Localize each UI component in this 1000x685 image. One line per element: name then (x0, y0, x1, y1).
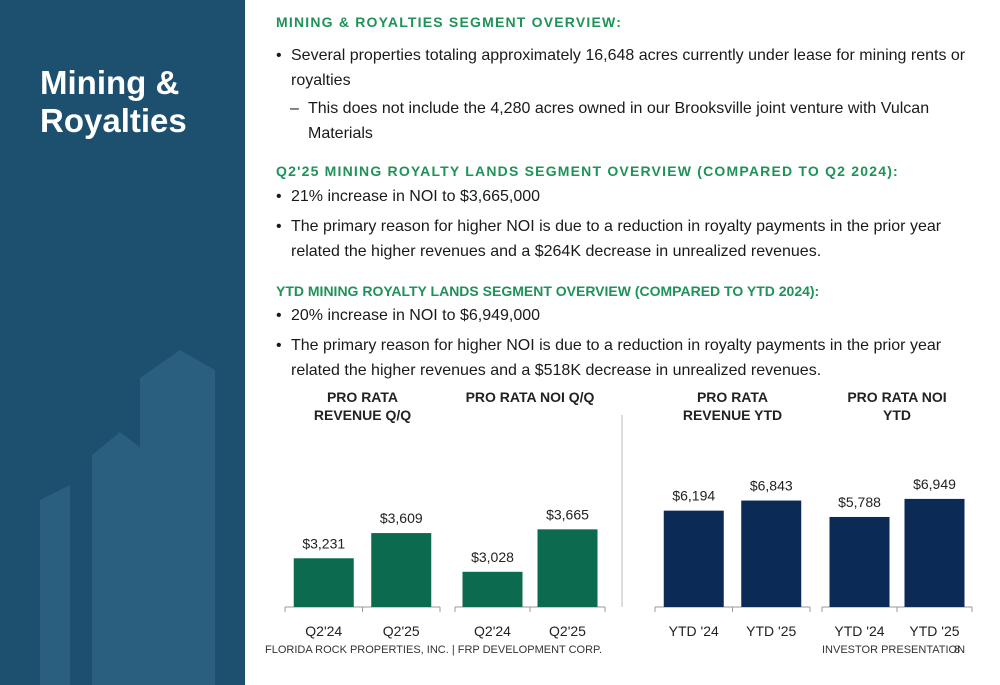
bullet: Several properties totaling approximatel… (276, 43, 981, 93)
footer-right: INVESTOR PRESENTATION (822, 644, 966, 656)
x-tick-label: YTD '24 (669, 623, 719, 639)
bar (462, 571, 523, 607)
value-label: $3,609 (380, 510, 423, 526)
bullet: 21% increase in NOI to $3,665,000 (276, 184, 981, 209)
value-label: $3,231 (302, 535, 345, 551)
value-label: $3,665 (546, 506, 589, 522)
x-tick-label: YTD '24 (834, 623, 884, 639)
chart-title: PRO RATA NOI YTD (847, 389, 947, 423)
section-heading: Q2'25 MINING ROYALTY LANDS SEGMENT OVERV… (276, 163, 899, 179)
value-label: $5,788 (838, 494, 881, 510)
sidebar-title: Mining & Royalties (40, 64, 187, 139)
bullet: 20% increase in NOI to $6,949,000 (276, 303, 981, 328)
value-label: $6,843 (750, 478, 793, 494)
chart-title: PRO RATA REVENUE Q/Q (313, 389, 412, 423)
bar (904, 498, 965, 607)
chart-title: PRO RATA REVENUE YTD (682, 389, 783, 423)
value-label: $3,028 (471, 549, 514, 565)
bullet: The primary reason for higher NOI is due… (276, 214, 981, 264)
page-number: 8 (954, 644, 961, 656)
bar (829, 516, 890, 607)
chart-title: PRO RATA NOI Q/Q (465, 389, 595, 405)
footer-left: FLORIDA ROCK PROPERTIES, INC. | FRP DEVE… (265, 644, 603, 656)
bar (741, 500, 802, 607)
building-graphic (40, 350, 215, 685)
bar (537, 529, 598, 607)
bullet: The primary reason for higher NOI is due… (276, 333, 981, 383)
value-label: $6,949 (913, 476, 956, 492)
bar (293, 558, 354, 607)
section-heading: MINING & ROYALTIES SEGMENT OVERVIEW: (276, 14, 623, 30)
bar (663, 510, 724, 607)
section-heading: YTD MINING ROYALTY LANDS SEGMENT OVERVIE… (276, 283, 820, 299)
bar (371, 533, 432, 607)
x-tick-label: YTD '25 (746, 623, 796, 639)
x-tick-label: Q2'24 (474, 623, 511, 639)
x-tick-label: YTD '25 (909, 623, 959, 639)
value-label: $6,194 (672, 488, 715, 504)
x-tick-label: Q2'25 (549, 623, 586, 639)
x-tick-label: Q2'24 (305, 623, 342, 639)
sub-bullet: This does not include the 4,280 acres ow… (290, 96, 968, 146)
x-tick-label: Q2'25 (383, 623, 420, 639)
